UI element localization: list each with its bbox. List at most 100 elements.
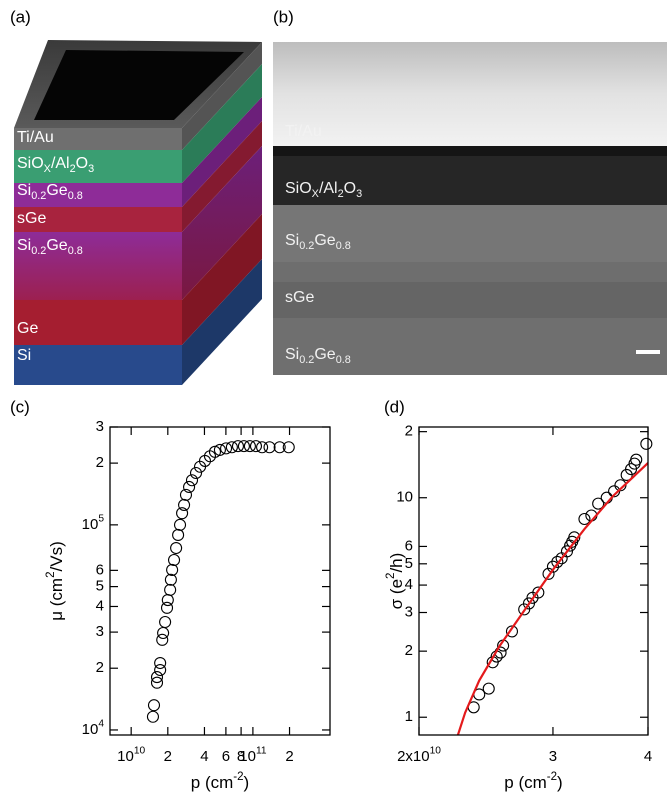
y-tick-label: 5: [96, 578, 104, 595]
text-part: sGe: [285, 289, 314, 306]
y-tick-label: 104: [82, 718, 105, 738]
text-part: Ge: [46, 182, 67, 199]
data-point: [482, 682, 495, 695]
y-tick-label: 4: [96, 597, 104, 614]
text-part: Ge: [17, 320, 38, 337]
text-part: 0.2: [299, 354, 314, 366]
layer-label: Ti/Au: [285, 123, 322, 140]
y-tick-label: 3: [96, 418, 104, 435]
text-part: 0.8: [336, 354, 351, 366]
x-tick-label: 1010: [117, 745, 145, 765]
text-part: sGe: [17, 210, 46, 227]
data-point: [213, 443, 226, 456]
text-part: -2: [233, 771, 243, 783]
sem-layer: [273, 156, 667, 205]
text-part: 11: [256, 745, 267, 756]
text-part: ): [244, 773, 250, 792]
x-tick-label: 4: [200, 748, 208, 765]
sem-layer: [273, 205, 667, 262]
layer-label: sGe: [285, 289, 314, 306]
sem-layer: [273, 146, 667, 156]
y-tick-label: 6: [405, 537, 413, 554]
data-point: [263, 441, 276, 454]
layer: [14, 128, 182, 150]
panel-label: (c): [10, 397, 30, 416]
layer-label: Si0.2Ge0.8: [285, 232, 351, 251]
data-point: [505, 625, 519, 638]
data-point: [185, 474, 199, 487]
data-point: [172, 528, 185, 541]
text-part: p (cm: [504, 773, 547, 792]
data-point: [154, 656, 167, 670]
micrograph: [273, 42, 667, 375]
y-axis-label: σ (e2/h): [385, 553, 407, 610]
text-part: X: [44, 163, 52, 175]
data-point: [225, 441, 238, 454]
text-part: 10: [82, 516, 99, 533]
data-point: [249, 440, 263, 453]
data-point: [592, 497, 605, 510]
y-tick-label: 2: [96, 454, 104, 471]
layer-label: Ge: [17, 320, 38, 337]
layer-label: Si0.2Ge0.8: [17, 237, 83, 256]
data-point: [160, 601, 174, 614]
text-part: Ti/Au: [285, 123, 322, 140]
data-point: [282, 441, 295, 454]
y-tick-label: 5: [405, 555, 413, 572]
text-part: 2: [338, 188, 344, 200]
data-point: [178, 498, 191, 512]
text-part: 0.2: [31, 190, 46, 202]
data-point: [161, 593, 174, 607]
data-point: [273, 441, 286, 454]
text-part: 2x10: [397, 748, 430, 765]
text-part: Si: [17, 237, 31, 254]
layer: [14, 183, 182, 207]
panel-label: (a): [10, 7, 31, 26]
text-part: 5: [98, 513, 104, 524]
data-point: [164, 583, 177, 596]
x-axis-label: p (cm-2): [504, 771, 562, 793]
data-point: [243, 440, 256, 453]
y-tick-label: 3: [96, 623, 104, 640]
text-part: 0.8: [68, 245, 83, 257]
text-part: 0.2: [299, 240, 314, 252]
data-point: [167, 553, 181, 567]
x-tick-label: 3: [549, 748, 557, 765]
sem-layer: [273, 318, 667, 375]
panel-label: (b): [273, 7, 294, 26]
data-point: [156, 633, 169, 646]
x-axis-label: p (cm-2): [191, 771, 249, 793]
text-part: Ge: [46, 237, 67, 254]
x-tick-label: 2x1010: [397, 745, 441, 765]
layer-label: SiOX/Al2O3: [285, 180, 362, 199]
layer-side: [182, 64, 262, 183]
text-part: O: [76, 155, 88, 172]
y-axis-label: μ (cm2/Vs): [45, 541, 67, 621]
data-point: [146, 710, 160, 723]
text-part: ): [557, 773, 563, 792]
data-point: [183, 480, 196, 494]
data-point: [560, 545, 574, 558]
data-point: [189, 466, 203, 480]
layer-side: [182, 97, 262, 207]
data-point: [154, 663, 167, 677]
text-part: /Al: [319, 180, 338, 197]
data-point: [166, 563, 179, 576]
data-point: [551, 555, 564, 568]
text-part: p (cm: [191, 773, 234, 792]
text-part: 10: [134, 745, 146, 756]
layer: [14, 300, 182, 345]
text-part: -2: [547, 771, 557, 783]
text-part: 0.2: [31, 245, 46, 257]
text-part: 10: [82, 721, 99, 738]
y-tick-label: 3: [405, 603, 413, 620]
panel-label: (d): [384, 397, 405, 416]
x-tick-label: 6: [222, 748, 230, 765]
text-part: σ (e: [387, 579, 406, 609]
data-point: [173, 518, 187, 531]
stack-diagram: [14, 40, 262, 385]
y-tick-label: 1: [405, 708, 413, 725]
